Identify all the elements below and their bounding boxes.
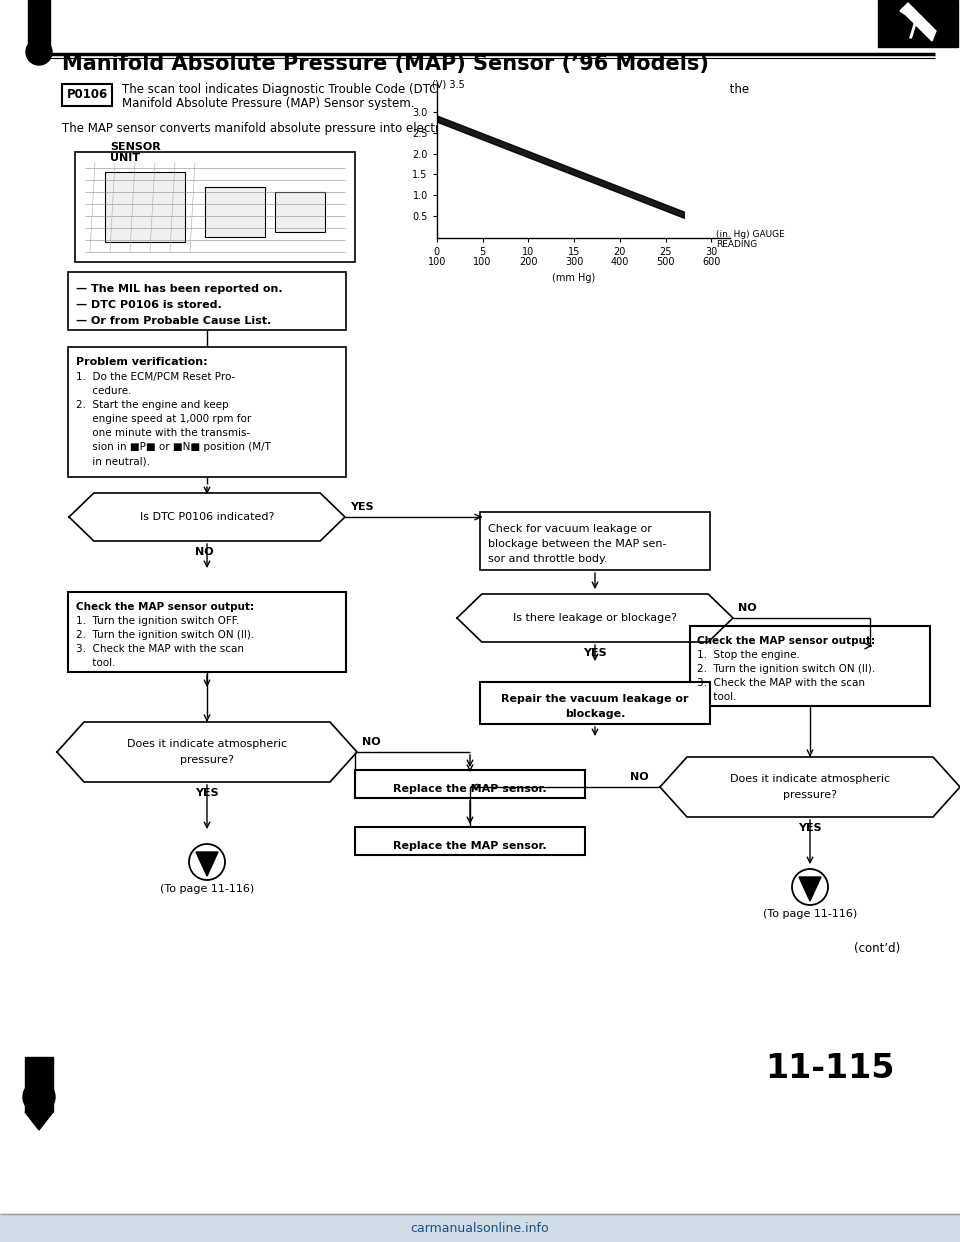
Polygon shape (28, 46, 50, 65)
Text: 500: 500 (657, 257, 675, 267)
FancyBboxPatch shape (62, 84, 112, 106)
Text: OUTPUT: OUTPUT (452, 145, 509, 158)
Text: (To page 11-116): (To page 11-116) (763, 909, 857, 919)
Polygon shape (25, 1112, 53, 1130)
Text: tool.: tool. (697, 692, 736, 702)
Bar (0, 1213, 960, 1242)
Text: — The MIL has been reported on.: — The MIL has been reported on. (76, 284, 282, 294)
Text: Is DTC P0106 indicated?: Is DTC P0106 indicated? (140, 512, 275, 522)
Text: — DTC P0106 is stored.: — DTC P0106 is stored. (76, 301, 222, 310)
Circle shape (23, 1081, 55, 1113)
Text: Does it indicate atmospheric: Does it indicate atmospheric (730, 774, 890, 784)
FancyBboxPatch shape (480, 682, 710, 724)
Text: pressure?: pressure? (180, 755, 234, 765)
Text: (in. Hg) GAUGE: (in. Hg) GAUGE (716, 230, 784, 238)
Text: The MAP sensor converts manifold absolute pressure into electrical signals and i: The MAP sensor converts manifold absolut… (62, 122, 658, 135)
Text: 600: 600 (702, 257, 721, 267)
Text: engine speed at 1,000 rpm for: engine speed at 1,000 rpm for (76, 414, 252, 424)
Text: Does it indicate atmospheric: Does it indicate atmospheric (127, 739, 287, 749)
Text: 200: 200 (519, 257, 538, 267)
Polygon shape (196, 852, 218, 876)
Text: (To page 11-116): (To page 11-116) (160, 884, 254, 894)
Text: B: B (805, 878, 814, 888)
FancyBboxPatch shape (68, 592, 346, 672)
Text: Check the MAP sensor output:: Check the MAP sensor output: (697, 636, 876, 646)
Text: pressure?: pressure? (783, 790, 837, 800)
Text: one minute with the transmis-: one minute with the transmis- (76, 428, 251, 438)
Text: (V) 3.5: (V) 3.5 (432, 79, 465, 89)
Text: Problem verification:: Problem verification: (76, 356, 207, 366)
Text: YES: YES (195, 787, 219, 799)
Text: 1.  Do the ECM/PCM Reset Pro-: 1. Do the ECM/PCM Reset Pro- (76, 373, 235, 383)
Text: Is there leakage or blockage?: Is there leakage or blockage? (513, 614, 677, 623)
Text: SENSOR: SENSOR (110, 142, 160, 152)
Text: 400: 400 (611, 257, 629, 267)
Text: 3.  Check the MAP with the scan: 3. Check the MAP with the scan (76, 645, 244, 655)
Text: 1.  Turn the ignition switch OFF.: 1. Turn the ignition switch OFF. (76, 616, 239, 626)
Text: cedure.: cedure. (76, 386, 132, 396)
Text: NO: NO (362, 737, 380, 746)
FancyBboxPatch shape (205, 188, 265, 237)
Text: VOLTAGE: VOLTAGE (452, 156, 514, 169)
Circle shape (26, 39, 52, 65)
Text: (mm Hg): (mm Hg) (552, 273, 595, 283)
Text: P0106: P0106 (66, 88, 108, 102)
Text: Manifold Absolute Pressure (MAP) Sensor (’96 Models): Manifold Absolute Pressure (MAP) Sensor … (62, 53, 708, 75)
Text: Check for vacuum leakage or: Check for vacuum leakage or (488, 524, 652, 534)
FancyBboxPatch shape (68, 272, 346, 330)
Text: sor and throttle body.: sor and throttle body. (488, 554, 608, 564)
Text: READING: READING (716, 240, 757, 250)
Text: 2.  Start the engine and keep: 2. Start the engine and keep (76, 400, 228, 410)
Text: Manifold Absolute Pressure (MAP) Sensor system.: Manifold Absolute Pressure (MAP) Sensor … (122, 97, 415, 109)
Text: NO: NO (195, 546, 214, 556)
FancyBboxPatch shape (480, 512, 710, 570)
Text: The scan tool indicates Diagnostic Trouble Code (DTC) P0106: A mechanical proble: The scan tool indicates Diagnostic Troub… (122, 83, 749, 97)
Polygon shape (28, 0, 50, 46)
Text: YES: YES (583, 648, 607, 658)
Text: 100: 100 (473, 257, 492, 267)
Text: YES: YES (798, 823, 822, 833)
FancyBboxPatch shape (355, 770, 585, 799)
Text: blockage.: blockage. (564, 709, 625, 719)
FancyBboxPatch shape (105, 171, 185, 242)
Text: /: / (909, 14, 919, 42)
Text: (cont’d): (cont’d) (853, 941, 900, 955)
Text: UNIT: UNIT (110, 153, 140, 163)
Polygon shape (900, 2, 936, 41)
Text: — Or from Probable Cause List.: — Or from Probable Cause List. (76, 315, 272, 325)
Polygon shape (25, 1057, 53, 1112)
FancyBboxPatch shape (68, 347, 346, 477)
Text: 1.  Stop the engine.: 1. Stop the engine. (697, 650, 800, 660)
Text: 3.  Check the MAP with the scan: 3. Check the MAP with the scan (697, 678, 865, 688)
Text: A: A (203, 853, 211, 863)
FancyBboxPatch shape (690, 626, 930, 705)
Text: sion in ■P■ or ■N■ position (M/T: sion in ■P■ or ■N■ position (M/T (76, 442, 271, 452)
FancyBboxPatch shape (75, 152, 355, 262)
Circle shape (189, 845, 225, 881)
Text: 100: 100 (427, 257, 446, 267)
Text: Replace the MAP sensor.: Replace the MAP sensor. (394, 784, 547, 794)
FancyBboxPatch shape (275, 193, 325, 232)
Text: carmanualsonline.info: carmanualsonline.info (411, 1221, 549, 1235)
Text: Check the MAP sensor output:: Check the MAP sensor output: (76, 602, 254, 612)
Text: 2.  Turn the ignition switch ON (II).: 2. Turn the ignition switch ON (II). (76, 630, 254, 640)
Polygon shape (799, 877, 821, 900)
Text: 300: 300 (564, 257, 584, 267)
Text: 2.  Turn the ignition switch ON (II).: 2. Turn the ignition switch ON (II). (697, 664, 876, 674)
Text: Replace the MAP sensor.: Replace the MAP sensor. (394, 841, 547, 851)
Text: NO: NO (630, 773, 649, 782)
Text: NO: NO (738, 604, 756, 614)
Text: tool.: tool. (76, 658, 115, 668)
Text: blockage between the MAP sen-: blockage between the MAP sen- (488, 539, 666, 549)
Text: 11-115: 11-115 (765, 1052, 895, 1086)
Text: in neutral).: in neutral). (76, 456, 150, 466)
Circle shape (792, 869, 828, 905)
Bar (878, 0, 958, 47)
Text: Repair the vacuum leakage or: Repair the vacuum leakage or (501, 694, 688, 704)
FancyBboxPatch shape (355, 827, 585, 854)
Text: YES: YES (350, 502, 373, 512)
